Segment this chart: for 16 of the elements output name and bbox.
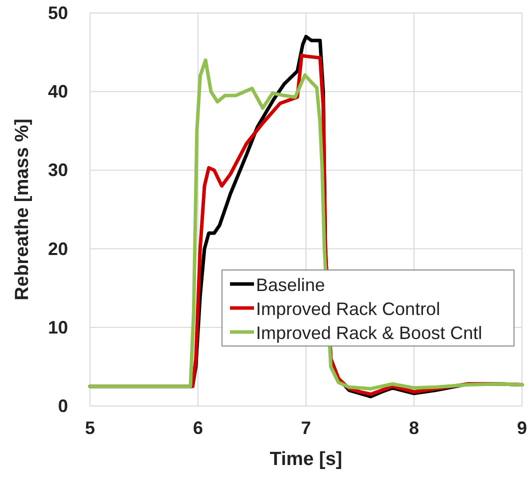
y-tick-label: 40 <box>48 82 68 102</box>
x-axis-title: Time [s] <box>270 449 342 470</box>
x-tick-label: 7 <box>300 418 312 438</box>
x-tick-label: 5 <box>84 418 96 438</box>
legend-label: Improved Rack & Boost Cntl <box>256 323 482 343</box>
y-tick-label: 50 <box>48 3 68 23</box>
x-tick-label: 8 <box>408 418 420 438</box>
legend-label: Baseline <box>256 275 326 295</box>
y-tick-label: 20 <box>48 238 68 259</box>
y-axis-title: Rebreathe [mass %] <box>12 118 33 300</box>
legend-label: Improved Rack Control <box>256 299 440 319</box>
x-tick-label: 9 <box>516 418 528 438</box>
x-tick-label: 6 <box>192 418 204 438</box>
y-tick-label: 0 <box>58 396 68 416</box>
y-tick-label: 10 <box>48 317 68 338</box>
y-tick-label: 30 <box>48 160 68 180</box>
